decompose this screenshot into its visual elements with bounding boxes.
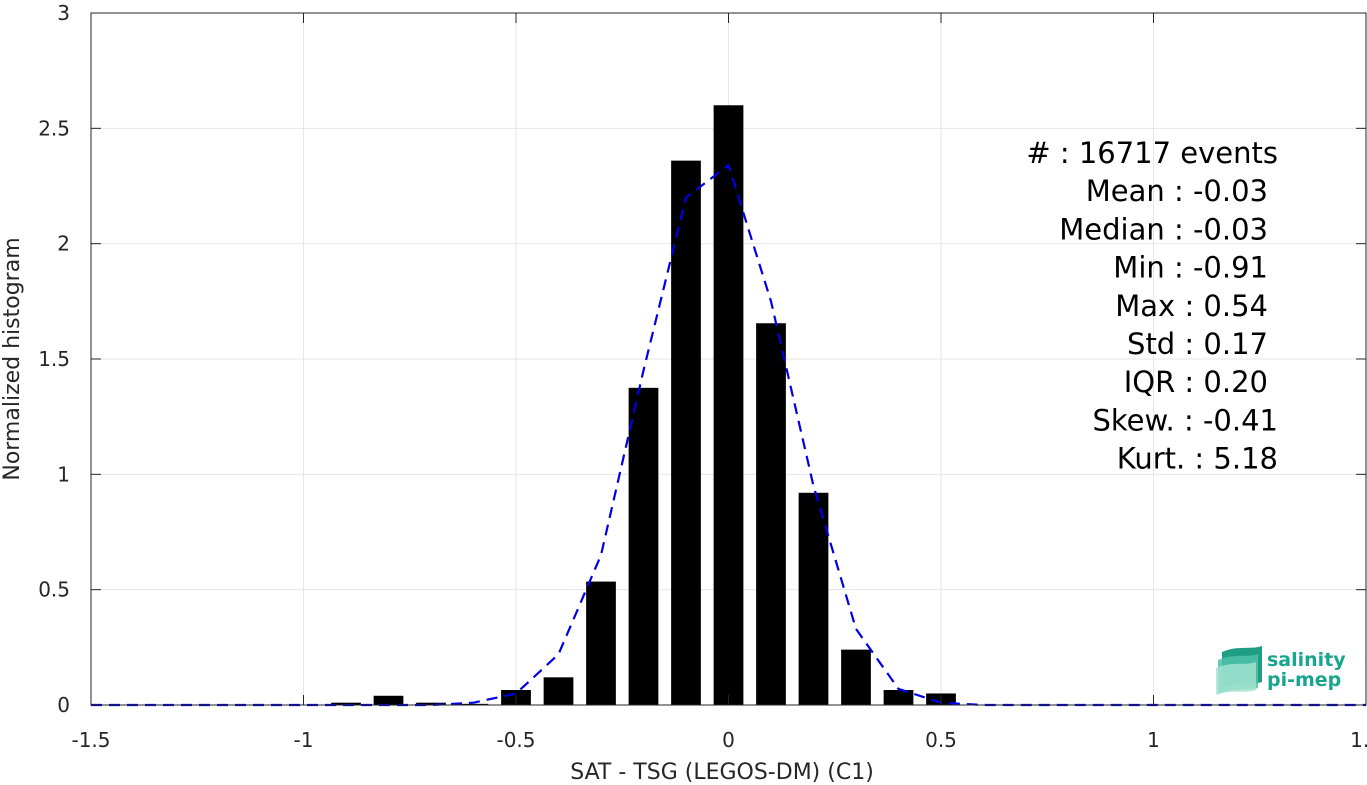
- histogram-bar: [713, 105, 744, 706]
- stat-line: Mean : -0.03: [1086, 174, 1268, 208]
- histogram-bar: [543, 677, 574, 705]
- x-tick-label: -0.5: [496, 728, 535, 752]
- y-axis-ticks: 0 0.5 1 1.5 2 2.5 3: [38, 1, 1366, 717]
- histogram-bar: [841, 649, 871, 705]
- y-tick-label: 0.5: [38, 578, 70, 602]
- y-axis-label: Normalized histogram: [0, 237, 25, 480]
- x-axis-ticks: -1.5 -1 -0.5 0 0.5 1 1.5: [71, 13, 1367, 752]
- salinity-pi-mep-logo: salinity pi-mep: [1216, 646, 1346, 695]
- histogram-bars: [331, 105, 956, 706]
- wave-logo-icon: [1216, 646, 1262, 695]
- x-tick-label: -1.5: [71, 728, 110, 752]
- histogram-bar: [628, 387, 659, 705]
- statistics-box: # : 16717 events Mean : -0.03 Median : -0.…: [1026, 136, 1278, 476]
- stat-line: Max : 0.54: [1115, 289, 1268, 323]
- x-tick-label: 0.5: [925, 728, 957, 752]
- logo-line1: salinity: [1267, 649, 1346, 671]
- histogram-bar: [331, 702, 361, 705]
- stat-line: IQR : 0.20: [1124, 365, 1268, 399]
- stat-line: Median : -0.03: [1059, 212, 1268, 246]
- x-axis-label: SAT - TSG (LEGOS-DM) (C1): [570, 760, 874, 785]
- stat-line: Std : 0.17: [1127, 327, 1268, 361]
- stat-line: Skew. : -0.41: [1092, 403, 1278, 437]
- histogram-bar: [416, 702, 446, 705]
- y-tick-label: 2.5: [38, 116, 70, 140]
- histogram-bar: [586, 581, 616, 705]
- x-tick-label: 1: [1147, 728, 1160, 752]
- y-tick-label: 1: [57, 462, 70, 486]
- stat-line: Min : -0.91: [1113, 251, 1268, 285]
- x-tick-label: 0: [722, 728, 735, 752]
- histogram-bar: [798, 492, 829, 705]
- histogram-bar: [883, 690, 914, 705]
- histogram-bar: [373, 695, 404, 705]
- histogram-bar: [671, 160, 701, 706]
- stat-line: # : 16717 events: [1026, 136, 1278, 170]
- logo-line2: pi-mep: [1267, 669, 1341, 691]
- x-tick-label: 1.5: [1350, 728, 1367, 752]
- y-tick-label: 1.5: [38, 347, 70, 371]
- y-tick-label: 0: [57, 693, 70, 717]
- histogram-bar: [458, 703, 489, 705]
- y-tick-label: 3: [57, 1, 70, 25]
- stat-line: Kurt. : 5.18: [1117, 442, 1278, 476]
- y-tick-label: 2: [57, 232, 70, 256]
- histogram-bar: [756, 323, 786, 705]
- x-tick-label: -1: [294, 728, 314, 752]
